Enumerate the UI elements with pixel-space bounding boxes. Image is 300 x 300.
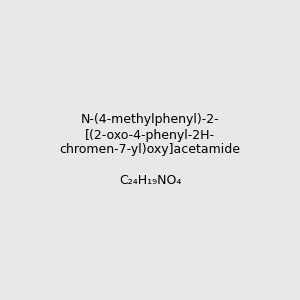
- Text: N-(4-methylphenyl)-2-
[(2-oxo-4-phenyl-2H-
chromen-7-yl)oxy]acetamide

C₂₄H₁₉NO₄: N-(4-methylphenyl)-2- [(2-oxo-4-phenyl-2…: [59, 113, 241, 187]
